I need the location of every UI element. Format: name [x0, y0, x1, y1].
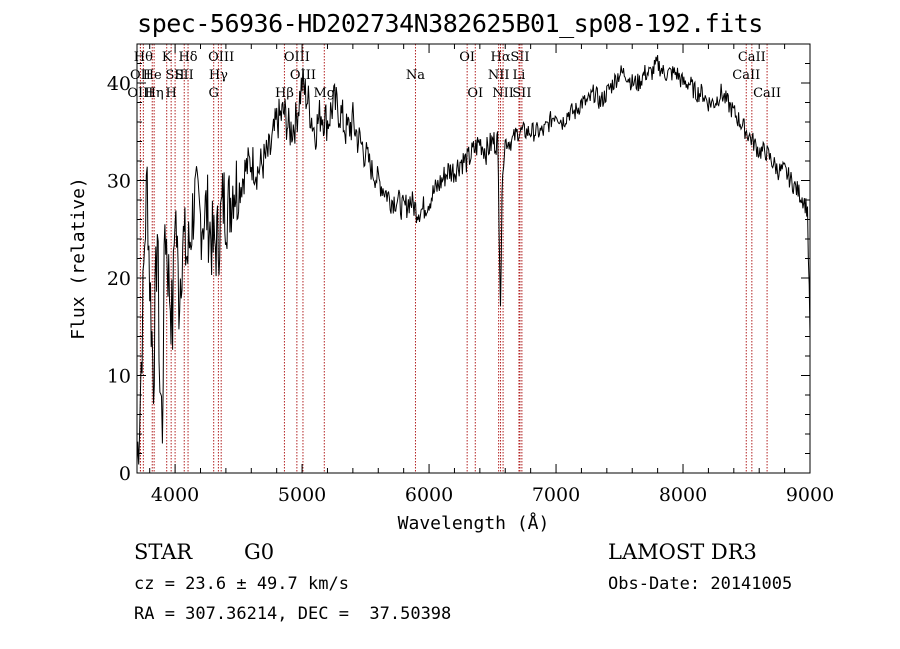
x-tick-label: 5000 — [278, 484, 326, 506]
spectral-line-label: H — [165, 86, 176, 101]
spectrum-line — [136, 55, 811, 465]
x-tick-label: 9000 — [786, 484, 834, 506]
spectral-line-label: Li — [513, 68, 526, 83]
x-tick-label: 6000 — [405, 484, 453, 506]
x-axis-label: Wavelength (Å) — [398, 512, 550, 534]
spectral-line-label: OI — [459, 50, 475, 65]
spectral-line-label: SII — [512, 86, 531, 101]
spectral-line-label: Hη — [145, 86, 164, 101]
spectral-line-label: Na — [406, 68, 425, 83]
spectral-line-label: SII — [166, 68, 185, 83]
x-tick-label: 4000 — [151, 484, 199, 506]
spectral-line-label: G — [209, 86, 219, 101]
spectral-line-label: OIII — [284, 50, 310, 65]
observation-date: Obs-Date: 20141005 — [608, 574, 793, 594]
spectral-line-label: SII — [510, 50, 529, 65]
x-tick-label: 8000 — [659, 484, 707, 506]
spectral-line-label: Hδ — [178, 50, 197, 65]
survey-name: LAMOST DR3 — [608, 540, 757, 564]
spectral-line-label: Mg — [313, 86, 335, 101]
y-axis-label: Flux (relative) — [68, 177, 89, 340]
spectral-line-label: NII — [492, 86, 514, 101]
redshift-velocity: cz = 23.6 ± 49.7 km/s — [134, 574, 349, 594]
spectral-line-label: OIII — [208, 50, 234, 65]
y-tick-label: 20 — [107, 268, 131, 290]
spectral-line-label: Hθ — [134, 50, 153, 65]
y-tick-label: 30 — [107, 171, 131, 193]
spectral-line-label: K — [162, 50, 172, 65]
spectral-line-label: Hβ — [275, 86, 294, 101]
coordinates: RA = 307.36214, DEC = 37.50398 — [134, 604, 452, 624]
spectral-line-label: CaII — [738, 50, 766, 65]
x-tick-label: 7000 — [532, 484, 580, 506]
spectral-line-label: Hα — [490, 50, 510, 65]
y-tick-label: 40 — [107, 73, 131, 95]
spectral-line-label: CaII — [732, 68, 760, 83]
spectral-line-label: OIII — [127, 86, 153, 101]
spectral-line-label: Hγ — [209, 68, 228, 83]
spectral-line-label: CaII — [753, 86, 781, 101]
y-tick-label: 0 — [119, 463, 131, 485]
spectral-line-label: SII — [175, 68, 194, 83]
chart-title: spec-56936-HD202734N382625B01_sp08-192.f… — [137, 9, 763, 38]
object-subclass: G0 — [244, 540, 275, 564]
spectral-line-label: OI — [467, 86, 483, 101]
object-class: STAR — [134, 540, 193, 564]
y-tick-label: 10 — [107, 366, 131, 388]
spectral-line-label: NII — [488, 68, 510, 83]
spectral-line-label: He — [143, 68, 162, 83]
